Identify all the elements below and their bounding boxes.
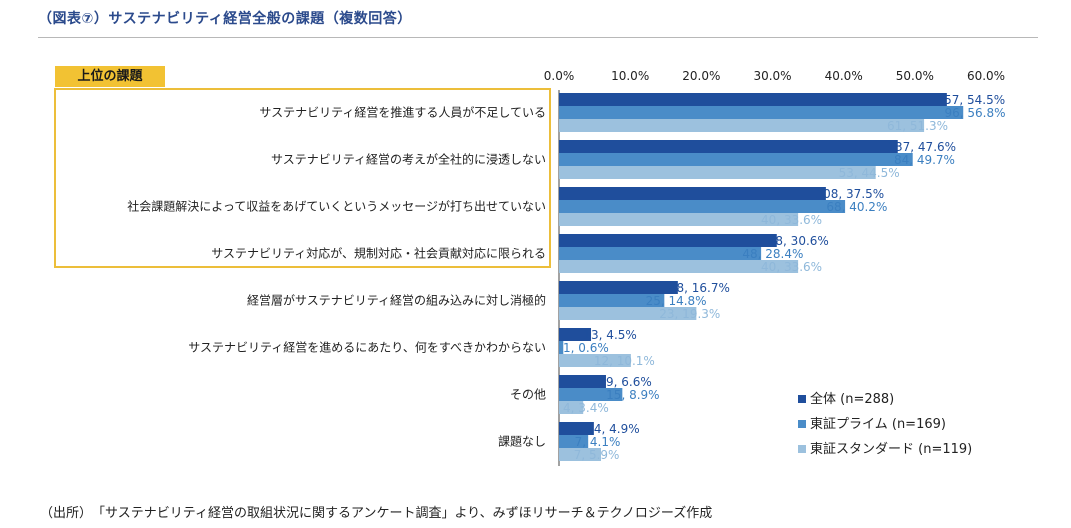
data-label: 14, 4.9% — [586, 422, 639, 436]
data-label: 40, 33.6% — [761, 213, 822, 227]
legend-label: 東証プライム (n=169) — [810, 416, 946, 432]
bar — [559, 260, 799, 273]
bar-chart: 0.0% 10.0% 20.0% 30.0% 40.0% 50.0% 60.0% サステナビ… — [127, 69, 1006, 466]
bar — [559, 354, 631, 367]
data-label: 48, 16.7% — [669, 281, 730, 295]
data-label: 53, 44.5% — [839, 166, 900, 180]
data-label: 84, 49.7% — [894, 153, 955, 167]
x-tick-label: 10.0% — [611, 69, 649, 83]
source-note: （出所） 「サステナビリティ経営の取組状況に関するアンケート調査」より、みずほリ… — [40, 506, 713, 521]
legend-swatch — [798, 395, 806, 403]
data-label: 12, 10.1% — [594, 354, 655, 368]
data-label: 1, 0.6% — [563, 341, 609, 355]
bar — [559, 281, 678, 294]
bar — [559, 388, 623, 401]
category-label: 課題なし — [498, 434, 546, 449]
legend-swatch — [798, 420, 806, 428]
category-label: サステナビリティ経営を推進する人員が不足している — [259, 105, 546, 120]
bar — [559, 106, 964, 119]
data-label: 7, 5.9% — [574, 448, 620, 462]
category-label: サステナビリティ経営の考えが全社的に浸透しない — [271, 152, 546, 167]
legend-label: 全体 (n=288) — [810, 391, 894, 407]
bar — [559, 119, 925, 132]
bar — [559, 341, 564, 354]
bar — [559, 307, 697, 320]
data-label-group: 157, 54.5%96, 56.8%61, 51.3% 137, 47.6%84… — [563, 93, 1006, 462]
bar — [559, 153, 913, 166]
x-tick-label: 50.0% — [896, 69, 934, 83]
data-label: 13, 4.5% — [583, 328, 636, 342]
bar — [559, 448, 601, 461]
data-label: 15, 8.9% — [606, 388, 659, 402]
bar — [559, 187, 826, 200]
data-label: 108, 37.5% — [816, 187, 885, 201]
data-label: 88, 30.6% — [768, 234, 829, 248]
data-label: 7, 4.1% — [575, 435, 621, 449]
x-tick-label: 60.0% — [967, 69, 1005, 83]
category-label: 経営層がサステナビリティ経営の組み込みに対し消極的 — [247, 293, 546, 308]
legend-swatch — [798, 445, 806, 453]
data-label: 61, 51.3% — [887, 119, 948, 133]
bar-group — [559, 93, 964, 461]
category-label-group: サステナビリティ経営を推進する人員が不足しているサステナビリティ経営の考えが全社… — [127, 105, 546, 449]
bar — [559, 247, 762, 260]
data-label: 40, 33.6% — [761, 260, 822, 274]
data-label: 4, 3.4% — [563, 401, 609, 415]
bar — [559, 213, 799, 226]
bar — [559, 422, 594, 435]
category-label: 社会課題解決によって収益をあげていくというメッセージが打ち出せていない — [127, 199, 546, 214]
category-label: その他 — [510, 388, 546, 402]
data-label: 137, 47.6% — [887, 140, 956, 154]
data-label: 157, 54.5% — [937, 93, 1006, 107]
x-tick-label: 30.0% — [753, 69, 791, 83]
x-tick-label: 20.0% — [682, 69, 720, 83]
data-label: 68, 40.2% — [826, 200, 887, 214]
legend-label: 東証スタンダード (n=119) — [810, 441, 972, 457]
data-label: 96, 56.8% — [944, 106, 1005, 120]
chart-title: （図表⑦）サステナビリティ経営全般の課題（複数回答） — [38, 11, 412, 27]
data-label: 48, 28.4% — [742, 247, 803, 261]
highlight-box — [54, 88, 551, 268]
data-label: 23, 19.3% — [659, 307, 720, 321]
bar — [559, 328, 592, 341]
bar — [559, 401, 584, 414]
bar — [559, 435, 589, 448]
bar — [559, 200, 846, 213]
bar — [559, 375, 606, 388]
bar — [559, 140, 898, 153]
bar — [559, 234, 777, 247]
data-label: 25, 14.8% — [646, 294, 707, 308]
tick-label-group: 0.0% 10.0% 20.0% 30.0% 40.0% 50.0% 60.0% — [544, 69, 1005, 83]
highlight-badge: 上位の課題 — [55, 66, 165, 87]
bar — [559, 166, 876, 179]
category-label: サステナビリティ対応が、規制対応・社会貢献対応に限られる — [211, 246, 546, 261]
legend: 全体 (n=288) 東証プライム (n=169) 東証スタンダード (n=119) — [798, 391, 972, 457]
x-tick-label: 40.0% — [825, 69, 863, 83]
bar — [559, 294, 665, 307]
data-label: 19, 6.6% — [598, 375, 651, 389]
bar — [559, 93, 947, 106]
category-label: サステナビリティ経営を進めるにあたり、何をすべきかわからない — [188, 341, 546, 355]
x-tick-label: 0.0% — [544, 69, 575, 83]
title-divider — [38, 37, 1038, 38]
